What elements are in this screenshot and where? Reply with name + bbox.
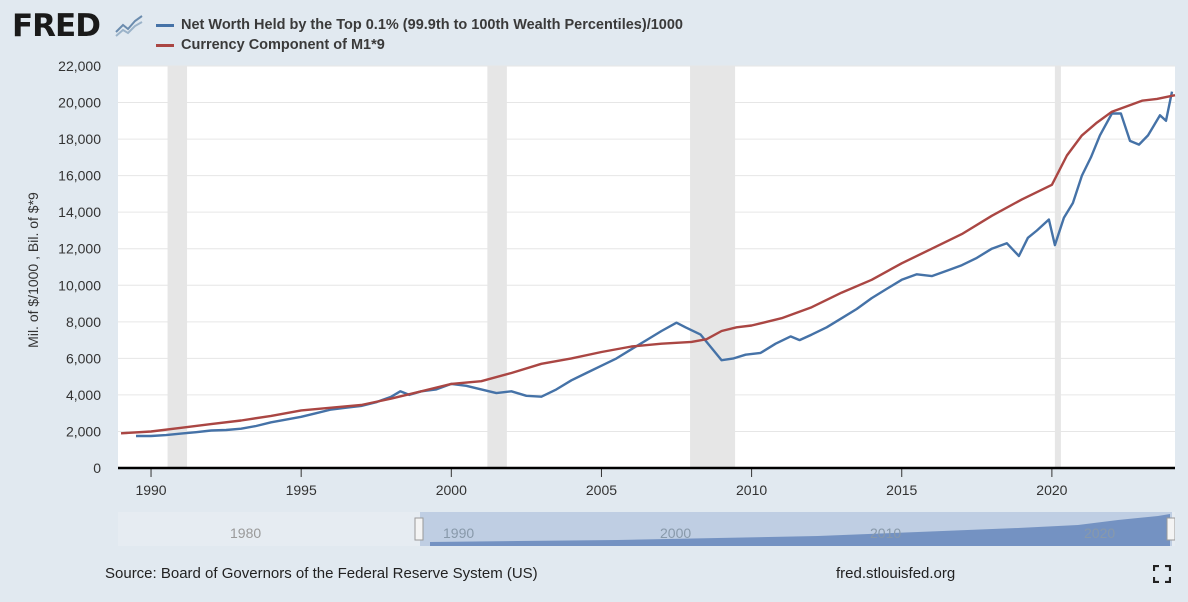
source-note: Source: Board of Governors of the Federa…	[105, 565, 538, 582]
navigator-left-handle[interactable]	[414, 517, 424, 541]
x-tick-label: 2005	[586, 482, 617, 498]
legend-item-net-worth[interactable]: Net Worth Held by the Top 0.1% (99.9th t…	[156, 15, 683, 35]
y-tick-label: 12,000	[58, 241, 101, 257]
series-line-currency[interactable]	[120, 94, 1176, 435]
x-tick-label: 2015	[886, 482, 917, 498]
legend-label-currency: Currency Component of M1*9	[181, 37, 385, 53]
navigator-label-2000: 2000	[660, 525, 691, 541]
plot-area	[118, 66, 1175, 469]
x-tick-label: 2020	[1036, 482, 1067, 498]
fred-chart-icon	[114, 12, 144, 38]
recession-band	[1054, 66, 1061, 468]
recession-band	[167, 66, 188, 468]
x-tick-label: 2010	[736, 482, 767, 498]
legend-swatch-currency	[156, 43, 174, 47]
fullscreen-icon[interactable]	[1153, 565, 1171, 583]
navigator-label-1990: 1990	[443, 525, 474, 541]
y-tick-label: 22,000	[58, 58, 101, 74]
y-tick-label: 10,000	[58, 277, 101, 293]
chart-legend: Net Worth Held by the Top 0.1% (99.9th t…	[156, 15, 683, 55]
legend-swatch-net-worth	[156, 23, 174, 27]
y-tick-label: 16,000	[58, 168, 101, 184]
y-tick-label: 4,000	[66, 387, 101, 403]
chart-header: FRED Net Worth Held by the Top 0.1% (99.…	[0, 0, 1188, 60]
recession-band	[690, 66, 736, 468]
navigator-right-handle[interactable]	[1166, 517, 1175, 541]
legend-item-currency[interactable]: Currency Component of M1*9	[156, 35, 683, 55]
x-tick-label: 2000	[436, 482, 467, 498]
x-tick-label: 1995	[286, 482, 317, 498]
legend-label-net-worth: Net Worth Held by the Top 0.1% (99.9th t…	[181, 17, 683, 33]
x-tick-label: 1990	[135, 482, 166, 498]
y-tick-label: 2,000	[66, 423, 101, 439]
recession-band	[487, 66, 507, 468]
fred-url[interactable]: fred.stlouisfed.org	[836, 565, 956, 582]
y-tick-label: 14,000	[58, 204, 101, 220]
navigator-label-1980: 1980	[230, 525, 261, 541]
y-tick-label: 6,000	[66, 350, 101, 366]
series-line-net-worth[interactable]	[136, 91, 1174, 438]
range-navigator[interactable]: 1980 1990 2000 2010 2020	[118, 512, 1175, 546]
navigator-series	[430, 514, 1170, 546]
y-tick-label: 0	[93, 460, 101, 476]
y-tick-label: 18,000	[58, 131, 101, 147]
navigator-label-2020: 2020	[1084, 525, 1115, 541]
y-tick-label: 8,000	[66, 314, 101, 330]
fred-logo[interactable]: FRED	[12, 8, 101, 44]
y-tick-label: 20,000	[58, 95, 101, 111]
navigator-label-2010: 2010	[870, 525, 901, 541]
